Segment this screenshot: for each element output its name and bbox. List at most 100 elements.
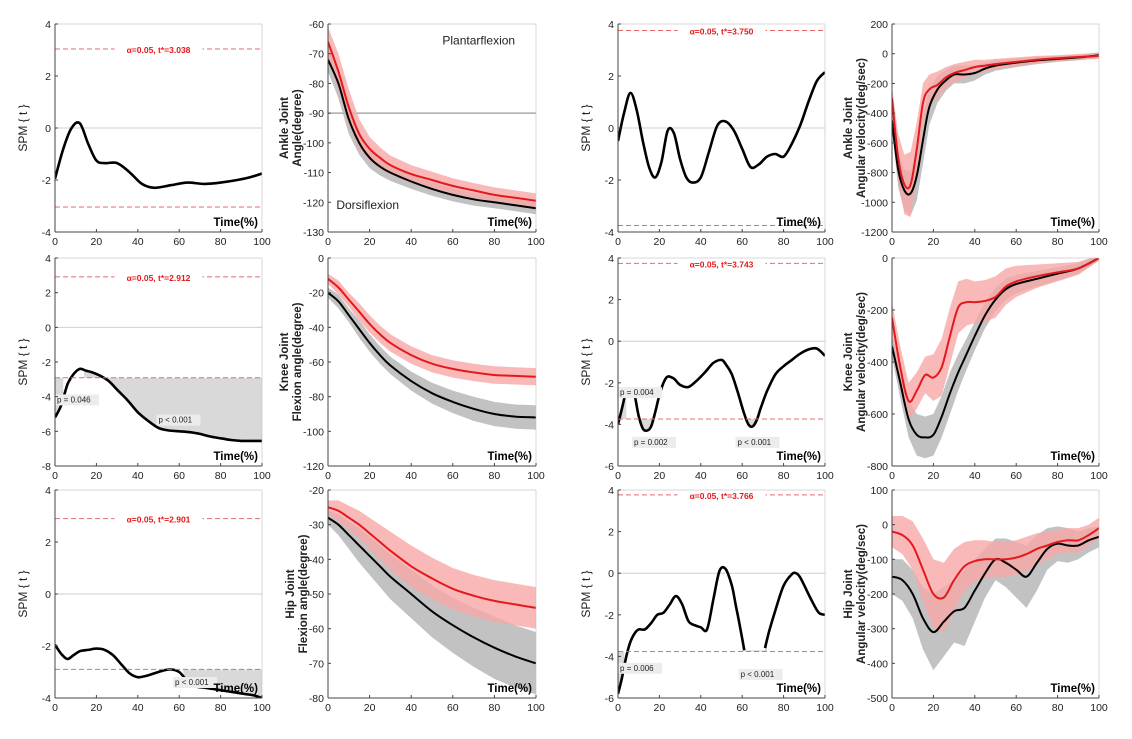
p-value-bg — [632, 436, 677, 448]
plot-area — [55, 518, 262, 698]
x-axis-label: Time(%) — [776, 451, 821, 463]
y-tick-label: 0 — [45, 123, 51, 135]
threshold-label-bg — [114, 44, 203, 55]
y-tick-label: -20 — [309, 485, 324, 497]
plot-area — [328, 27, 536, 215]
y-axis-label: Knee JointFlexion angle(degree) — [279, 302, 304, 421]
plot-area — [55, 48, 262, 208]
y-tick-label: -40 — [309, 322, 324, 334]
cluster-fill — [742, 638, 768, 652]
x-tick-label: 60 — [447, 470, 459, 482]
y-axis-label-line: Angle(degree) — [292, 89, 304, 166]
p-value-bg — [156, 414, 201, 426]
y-axis-label-line: Flexion angle(degree) — [298, 534, 310, 653]
threshold-label-bg — [114, 271, 203, 282]
plot-frame — [617, 257, 826, 467]
plot-area — [328, 273, 536, 430]
p-value-label: p < 0.001 — [741, 670, 775, 679]
y-tick-label: -300 — [867, 624, 888, 636]
y-tick-label: -100 — [303, 138, 324, 150]
y-axis-label-line: Hip Joint — [285, 569, 297, 618]
x-tick-label: 0 — [325, 702, 331, 714]
x-axis-label: Time(%) — [1050, 217, 1095, 229]
y-axis-label: Hip JointFlexion angle(degree) — [285, 534, 310, 653]
p-value-label: p = 0.002 — [634, 438, 668, 447]
y-tick-label: -60 — [309, 624, 324, 636]
y-axis-label: Ankle JointAngular velocity(deg/sec) — [843, 58, 868, 198]
y-tick-label: -2 — [605, 378, 614, 390]
y-axis-label-line: Knee Joint — [279, 332, 291, 391]
y-axis-label-line: Flexion angle(degree) — [292, 302, 304, 421]
y-tick-label: -6 — [42, 426, 51, 438]
x-tick-label: 100 — [527, 702, 545, 714]
series-line-red — [892, 258, 1099, 403]
y-tick-label: -130 — [303, 227, 324, 239]
y-axis-label: Ankle JointAngle(degree) — [279, 89, 304, 166]
x-tick-label: 80 — [778, 470, 790, 482]
x-tick-label: 60 — [447, 702, 459, 714]
y-tick-label: 2 — [608, 71, 614, 83]
y-tick-label: -6 — [605, 693, 614, 705]
x-tick-label: 60 — [173, 702, 185, 714]
x-tick-label: 0 — [615, 236, 621, 248]
annotation-text: Plantarflexion — [442, 34, 515, 48]
chart-panel-spm-vel-ankle: α=0.05, t*=3.750 0 20 40 60 80 100 -4 -2 0 2 4 Time(… — [579, 19, 834, 248]
x-axis-label: Time(%) — [1050, 451, 1095, 463]
y-tick-label: 4 — [608, 19, 614, 31]
x-tick-label: 20 — [654, 702, 666, 714]
x-tick-label: 60 — [736, 236, 748, 248]
annotation-text: Dorsiflexion — [336, 198, 399, 212]
series-line-black — [55, 121, 262, 190]
x-tick-label: 60 — [173, 470, 185, 482]
y-tick-label: -90 — [309, 108, 324, 120]
y-tick-label: -800 — [867, 461, 888, 473]
x-tick-label: 80 — [215, 236, 227, 248]
x-tick-label: 60 — [736, 470, 748, 482]
plot-area — [892, 52, 1099, 218]
x-tick-label: 100 — [527, 236, 545, 248]
p-value-bg — [55, 394, 99, 406]
x-tick-label: 40 — [695, 702, 707, 714]
x-tick-label: 40 — [132, 236, 144, 248]
y-tick-label: -2 — [42, 641, 51, 653]
threshold-label-bg — [677, 258, 766, 269]
y-tick-label: 0 — [882, 520, 888, 532]
y-tick-label: 2 — [45, 71, 51, 83]
y-tick-label: -8 — [42, 461, 51, 473]
x-tick-label: 100 — [816, 702, 834, 714]
p-value-label: p = 0.046 — [57, 395, 91, 404]
threshold-label: α=0.05, t*=3.743 — [690, 259, 754, 269]
x-tick-label: 100 — [816, 470, 834, 482]
y-tick-label: -1200 — [861, 227, 888, 239]
y-tick-label: -600 — [867, 138, 888, 150]
y-tick-label: 4 — [45, 253, 51, 265]
y-tick-label: -4 — [42, 693, 51, 705]
y-tick-label: -400 — [867, 658, 888, 670]
series-line-black — [328, 516, 536, 665]
x-tick-label: 60 — [173, 236, 185, 248]
y-tick-label: -70 — [309, 658, 324, 670]
x-tick-label: 40 — [132, 702, 144, 714]
y-axis-label-line: SPM { t } — [16, 570, 30, 617]
x-tick-label: 100 — [1090, 236, 1108, 248]
plot-area — [618, 30, 825, 226]
y-tick-label: -80 — [309, 392, 324, 404]
x-tick-label: 20 — [928, 470, 940, 482]
x-tick-label: 60 — [736, 702, 748, 714]
y-tick-label: -4 — [42, 392, 51, 404]
x-tick-label: 100 — [1090, 702, 1108, 714]
x-axis-label: Time(%) — [487, 683, 532, 695]
y-tick-label: 4 — [45, 19, 51, 31]
series-line-red — [328, 506, 536, 609]
y-tick-label: 2 — [608, 527, 614, 539]
threshold-label: α=0.05, t*=3.766 — [690, 491, 754, 501]
series-line-black — [892, 258, 1099, 439]
y-tick-label: 0 — [608, 568, 614, 580]
x-tick-label: 0 — [52, 470, 58, 482]
sd-band-red — [892, 53, 1099, 218]
y-axis-label: SPM { t } — [579, 104, 593, 151]
y-tick-label: 0 — [882, 253, 888, 265]
x-tick-label: 80 — [215, 702, 227, 714]
